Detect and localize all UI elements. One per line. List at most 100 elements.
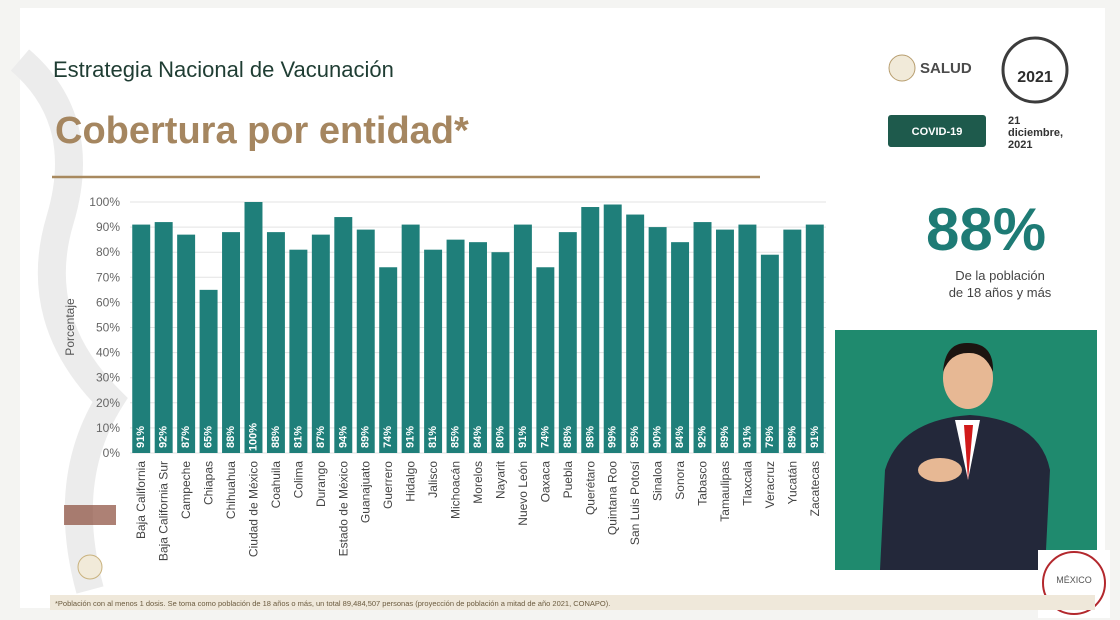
bar <box>199 289 218 453</box>
y-tick-label: 40% <box>96 346 120 360</box>
bar <box>244 202 263 453</box>
title: Estrategia Nacional de Vacunación <box>53 57 394 82</box>
bar <box>289 249 308 453</box>
mexico2021-text: 2021 <box>1017 69 1053 86</box>
stat-caption: De la población <box>955 268 1045 283</box>
left-logo <box>64 505 116 525</box>
x-tick-label: Chihuahua <box>224 461 238 519</box>
plot: 0% 10% 20% 30% 40% 50% 60% 70% 80% 90% 100% 91% Baja… <box>89 195 826 561</box>
value-label: 84% <box>472 426 484 448</box>
salud-emblem <box>888 54 916 82</box>
salud-logo: SALUD <box>920 60 972 77</box>
x-tick-label: Durango <box>314 461 328 507</box>
x-tick-label: Colima <box>291 461 305 499</box>
value-label: 90% <box>652 426 664 448</box>
value-label: 89% <box>360 426 372 448</box>
bar <box>334 217 353 453</box>
y-tick-label: 50% <box>96 321 120 335</box>
value-label: 88% <box>225 426 237 448</box>
value-label: 99% <box>607 426 619 448</box>
y-axis-label: Porcentaje <box>63 298 77 356</box>
corner-logo-text: MÉXICO <box>1056 575 1092 585</box>
bar <box>154 222 173 453</box>
value-label: 89% <box>719 426 731 448</box>
y-tick-label: 70% <box>96 270 120 284</box>
bar <box>536 267 555 453</box>
value-label: 95% <box>629 426 641 448</box>
value-label: 88% <box>562 426 574 448</box>
bar <box>222 232 241 453</box>
x-tick-label: Yucatán <box>785 461 799 504</box>
value-label: 91% <box>741 426 753 448</box>
x-tick-label: Hidalgo <box>404 461 418 502</box>
value-label: 79% <box>764 426 776 448</box>
bar <box>760 254 779 453</box>
value-label: 89% <box>786 426 798 448</box>
bar <box>648 227 667 453</box>
date-line: diciembre, <box>1008 127 1063 139</box>
bar <box>693 222 712 453</box>
x-tick-label: Jalisco <box>426 461 440 498</box>
x-tick-label: Zacatecas <box>808 461 822 516</box>
x-tick-label: San Luis Potosí <box>628 460 642 545</box>
value-label: 91% <box>135 426 147 448</box>
value-label: 81% <box>427 426 439 448</box>
value-label: 91% <box>405 426 417 448</box>
decor <box>10 49 128 594</box>
x-tick-label: Baja California Sur <box>157 461 171 561</box>
bar <box>266 232 285 453</box>
bar <box>401 224 420 453</box>
date-line: 21 <box>1008 115 1020 127</box>
interpreter-hands <box>918 458 962 482</box>
bar <box>626 214 645 453</box>
footnote-bar <box>50 595 1095 610</box>
covid-label: COVID-19 <box>912 126 963 138</box>
bar <box>356 229 375 453</box>
bar <box>783 229 802 453</box>
x-tick-label: Guerrero <box>381 461 395 509</box>
x-tick-label: Campeche <box>179 461 193 519</box>
x-tick-label: Nayarit <box>493 460 507 499</box>
interpreter-head <box>943 347 993 409</box>
x-tick-label: Baja California <box>134 461 148 539</box>
value-label: 65% <box>203 426 215 448</box>
x-tick-label: Coahuila <box>269 461 283 509</box>
x-tick-label: Tamaulipas <box>718 461 732 522</box>
y-tick-label: 0% <box>103 446 121 460</box>
date-line: 2021 <box>1008 139 1032 151</box>
bar <box>446 239 465 453</box>
bar <box>132 224 151 453</box>
value-label: 87% <box>315 426 327 448</box>
x-tick-label: Sonora <box>673 461 687 500</box>
bar <box>424 249 443 453</box>
bar <box>177 234 196 453</box>
value-label: 88% <box>270 426 282 448</box>
interpreter-body <box>880 415 1050 570</box>
x-tick-label: Sinaloa <box>651 461 665 501</box>
value-label: 74% <box>539 426 551 448</box>
x-tick-label: Tlaxcala <box>740 461 754 506</box>
bar <box>469 242 487 453</box>
x-tick-label: Estado de México <box>336 461 350 557</box>
stat-caption: de 18 años y más <box>949 285 1052 300</box>
subtitle: Cobertura por entidad* <box>55 110 469 152</box>
x-tick-label: Michoacán <box>449 461 463 519</box>
y-tick-label: 80% <box>96 245 120 259</box>
value-label: 98% <box>584 426 596 448</box>
bar <box>491 252 510 453</box>
value-label: 91% <box>809 426 821 448</box>
x-tick-label: Morelos <box>471 461 485 504</box>
bar <box>603 204 622 453</box>
y-tick-label: 30% <box>96 371 120 385</box>
bar <box>311 234 330 453</box>
x-tick-label: Chiapas <box>202 461 216 505</box>
bar <box>558 232 577 453</box>
bar <box>715 229 734 453</box>
value-label: 80% <box>494 426 506 448</box>
value-label: 85% <box>450 426 462 448</box>
value-label: 91% <box>517 426 529 448</box>
y-tick-label: 20% <box>96 396 120 410</box>
bar <box>671 242 690 453</box>
bar <box>805 224 824 453</box>
